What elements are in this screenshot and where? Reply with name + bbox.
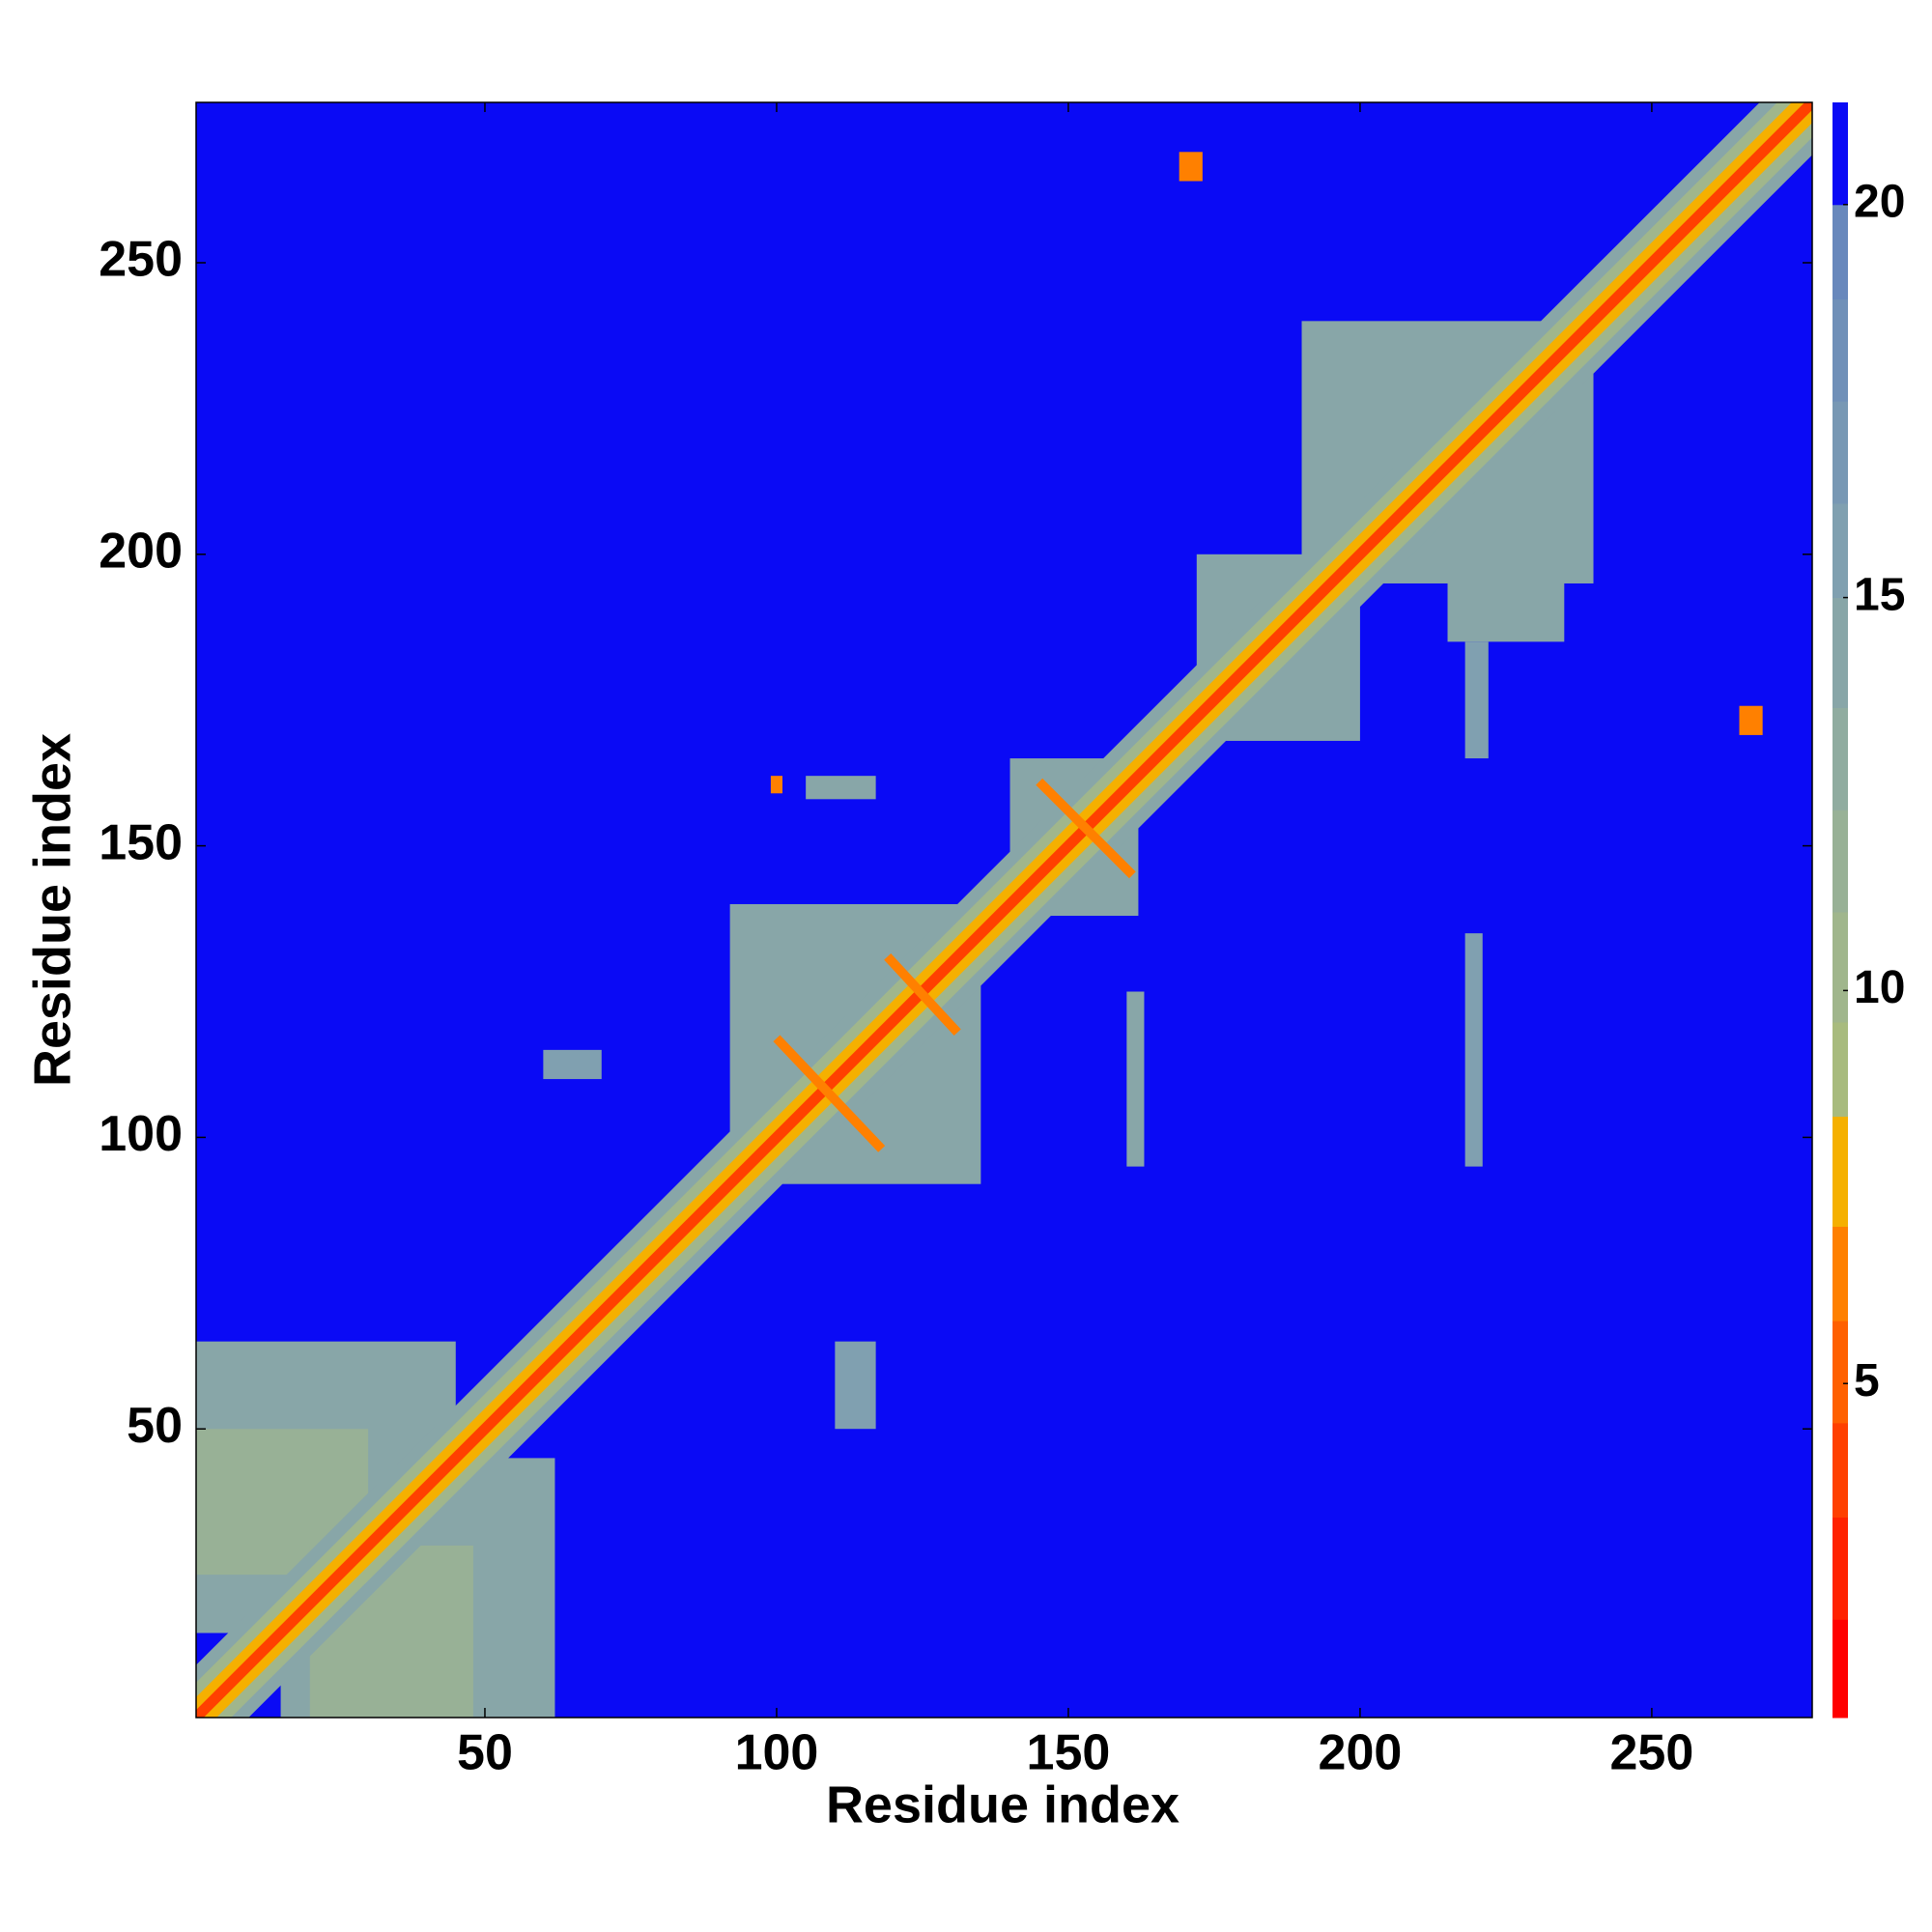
colorbar-tick-label: 20 (1854, 176, 1905, 227)
colorbar-level (1833, 502, 1848, 599)
colorbar-level (1833, 204, 1848, 299)
contact-spot (770, 776, 782, 794)
colorbar-level (1833, 1116, 1848, 1227)
heatmap (196, 102, 1812, 1718)
colorbar-level (1833, 102, 1848, 206)
colorbar-tick-label: 10 (1854, 962, 1905, 1013)
diagonal-band (196, 102, 1812, 1718)
y-tick-label: 100 (99, 1106, 183, 1162)
colorbar-level (1833, 707, 1848, 810)
x-tick-label: 200 (1319, 1725, 1403, 1781)
colorbar-level (1833, 1021, 1848, 1118)
y-tick-label: 150 (99, 814, 183, 870)
y-tick-label: 200 (99, 524, 183, 580)
colorbar-level (1833, 1517, 1848, 1620)
patch (543, 1049, 602, 1080)
plot-frame (195, 101, 1813, 1719)
contact-segment (884, 953, 961, 1037)
contact-spot (1739, 705, 1763, 735)
x-tick-label: 250 (1610, 1725, 1694, 1781)
colorbar-level (1833, 597, 1848, 708)
colorbar-level (1833, 810, 1848, 913)
patch (1464, 933, 1483, 1167)
y-tick-label: 50 (127, 1398, 183, 1454)
colorbar-level (1833, 298, 1848, 402)
contact-segment (1036, 778, 1136, 879)
colorbar-tick-label: 5 (1854, 1355, 1880, 1406)
x-tick-label: 100 (735, 1725, 819, 1781)
x-axis-label: Residue index (826, 1776, 1179, 1833)
colorbar-level (1833, 1619, 1848, 1719)
y-axis-label: Residue index (23, 733, 81, 1087)
colorbar-level (1833, 1321, 1848, 1424)
colorbar-level (1833, 401, 1848, 504)
contact-segment (773, 1035, 886, 1152)
patch (835, 1341, 876, 1430)
contact-spot (1179, 152, 1203, 182)
colorbar-level (1833, 1226, 1848, 1321)
colorbar-level (1833, 1422, 1848, 1519)
x-tick-label: 150 (1027, 1725, 1111, 1781)
patch (1464, 641, 1489, 759)
x-tick-label: 50 (457, 1725, 513, 1781)
patch (806, 776, 876, 800)
y-tick-label: 250 (99, 232, 183, 288)
patch (1126, 991, 1145, 1167)
colorbar-level (1833, 912, 1848, 1023)
colorbar-tick-label: 15 (1854, 569, 1905, 620)
